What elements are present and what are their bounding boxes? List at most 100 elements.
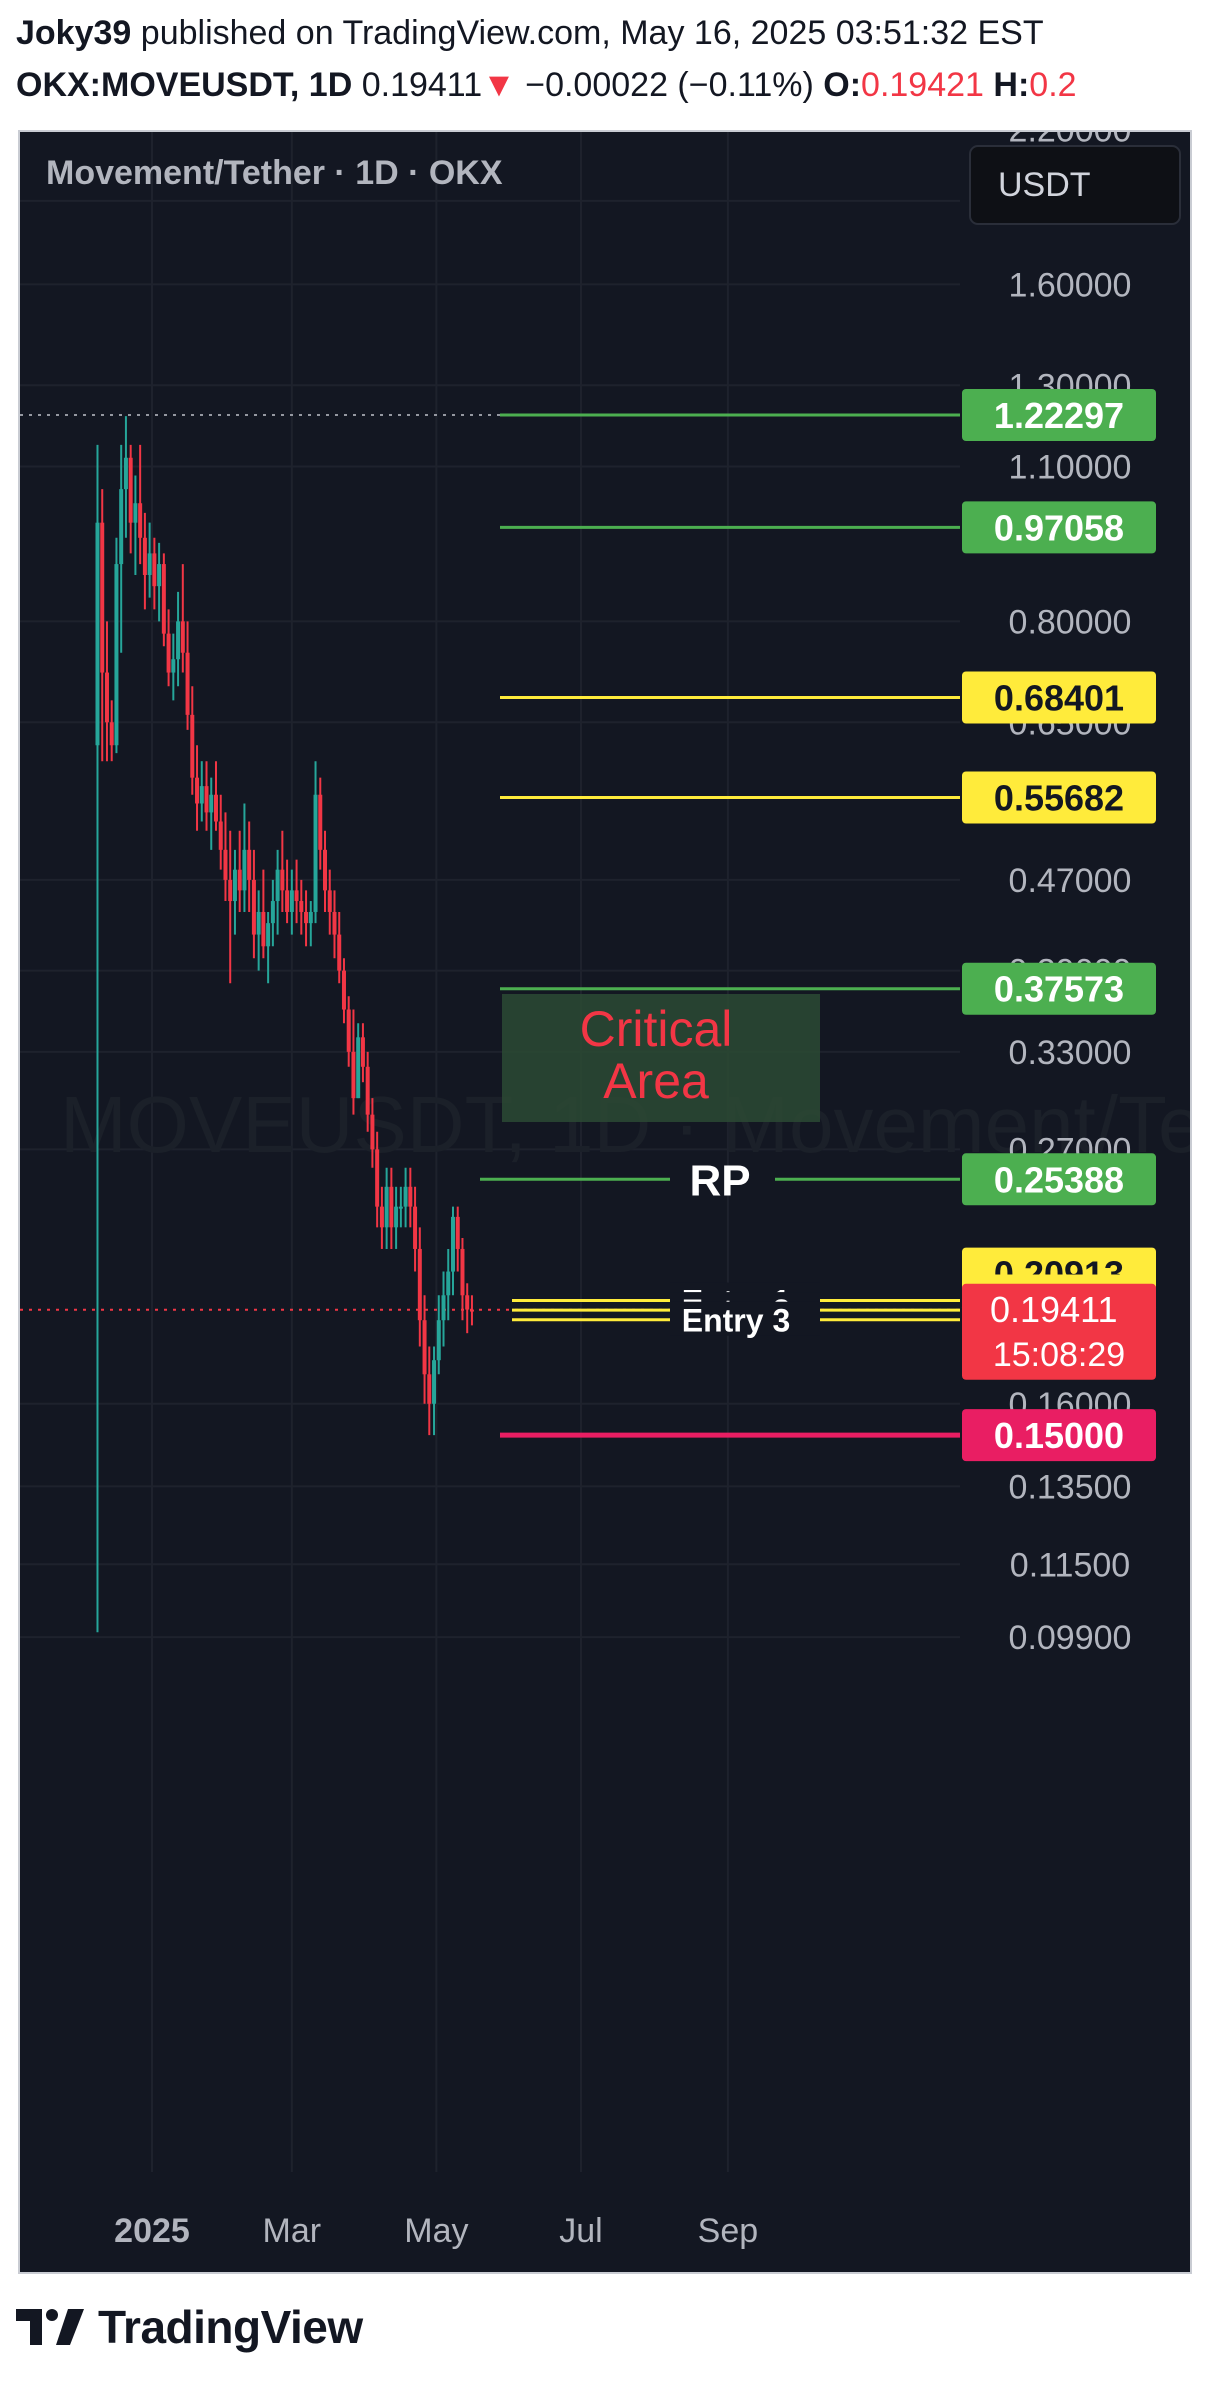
x-tick-label: Jul xyxy=(559,2212,602,2250)
candle-body xyxy=(251,879,256,935)
candle-body xyxy=(266,923,271,947)
candle-body xyxy=(422,1320,427,1375)
y-tick-label: 1.10000 xyxy=(1009,449,1132,487)
candle-body xyxy=(346,1009,351,1052)
candle-body xyxy=(247,849,252,880)
candle-body xyxy=(232,869,237,902)
chart-grid xyxy=(20,132,960,2172)
candle-body xyxy=(351,1051,356,1099)
price-chart[interactable]: MOVEUSDT, 1D · Movement/Tether Critical … xyxy=(20,132,1190,2272)
open-label: O: xyxy=(823,66,862,104)
candle-body xyxy=(379,1206,384,1228)
high-label: H: xyxy=(993,66,1030,104)
candle-body xyxy=(114,564,119,746)
candle-body xyxy=(256,911,261,935)
candle-body xyxy=(389,1186,394,1228)
y-tick-label: 0.09900 xyxy=(1009,1619,1132,1657)
tradingview-footer[interactable]: TradingView xyxy=(16,2300,363,2354)
candle-body xyxy=(166,633,171,673)
candle-body xyxy=(450,1216,455,1272)
candle-body xyxy=(313,794,318,912)
candle-body xyxy=(465,1295,470,1310)
candle-body xyxy=(157,564,162,587)
candle-body xyxy=(455,1216,460,1249)
y-tick-label: 1.60000 xyxy=(1009,266,1132,304)
x-tick-label: 2025 xyxy=(114,2212,190,2250)
candle-body xyxy=(365,1066,370,1115)
high-value: 0.2 xyxy=(1029,66,1077,104)
candle-body xyxy=(209,794,214,813)
candle-body xyxy=(360,1037,365,1067)
candle-body xyxy=(104,672,109,723)
candle-body xyxy=(109,722,114,746)
rp-label: RP xyxy=(689,1156,750,1205)
author-name[interactable]: Joky39 xyxy=(16,14,132,52)
candle-body xyxy=(323,849,328,891)
chart-frame[interactable]: MOVEUSDT, 1D · Movement/Tether Critical … xyxy=(18,130,1192,2274)
candle-body xyxy=(332,911,337,935)
candle-body xyxy=(142,537,147,575)
candle-body xyxy=(356,1037,361,1099)
candle-body xyxy=(294,890,299,902)
y-tick-label: 0.33000 xyxy=(1009,1034,1132,1072)
candle-body xyxy=(375,1149,380,1207)
critical-area-box xyxy=(502,994,820,1122)
candle-body xyxy=(304,911,309,924)
time-axis: 2025 Mar May Jul Sep xyxy=(114,2212,758,2250)
bar-countdown: 15:08:29 xyxy=(993,1336,1125,1374)
currency-button-label: USDT xyxy=(998,166,1091,204)
y-tick-label: 0.80000 xyxy=(1009,603,1132,641)
down-arrow-icon: ▼ xyxy=(482,66,516,104)
candle-body xyxy=(171,659,176,673)
candle-body xyxy=(441,1295,446,1321)
candle-body xyxy=(446,1271,451,1296)
candle-body xyxy=(185,652,190,715)
candle-body xyxy=(218,821,223,850)
y-tick-label: 0.13500 xyxy=(1009,1468,1132,1506)
candle-body xyxy=(408,1186,413,1207)
price-tag-bg xyxy=(962,1409,1156,1462)
currency-button-bg xyxy=(969,145,1181,225)
candle-body xyxy=(403,1186,408,1207)
price-tag-bg xyxy=(962,389,1156,441)
candle-body xyxy=(398,1206,403,1209)
publish-info: Joky39 published on TradingView.com, May… xyxy=(16,14,1044,53)
price-tag: 0.15000 xyxy=(994,1415,1124,1456)
candle-body xyxy=(394,1206,399,1228)
currency-button[interactable]: USDT xyxy=(969,145,1181,225)
candle-body xyxy=(123,457,128,490)
critical-area-label-2: Area xyxy=(603,1053,709,1109)
price-axis: 2.200001.900001.600001.300001.100000.800… xyxy=(962,132,1156,1657)
candle-body xyxy=(161,564,166,634)
candle-body xyxy=(261,911,266,947)
x-tick-label: May xyxy=(404,2212,468,2250)
price-tag: 0.25388 xyxy=(994,1159,1124,1200)
candle-body xyxy=(100,522,105,673)
candle-body xyxy=(341,970,346,1010)
price-tag: 0.37573 xyxy=(994,969,1124,1010)
x-tick-label: Mar xyxy=(263,2212,322,2250)
annotations: Entry 1Entry 2Entry 3 xyxy=(512,1282,960,1339)
candle-body xyxy=(138,503,143,538)
y-tick-label: 0.11500 xyxy=(1010,1546,1130,1584)
price-change: −0.00022 (−0.11%) xyxy=(525,66,814,104)
symbol-name: OKX:MOVEUSDT, 1D xyxy=(16,66,353,104)
critical-area-label-1: Critical xyxy=(580,1001,733,1057)
candle-body xyxy=(213,794,218,822)
current-price-tag-bg xyxy=(962,1283,1156,1380)
price-tag: 0.68401 xyxy=(994,677,1124,718)
candle-body xyxy=(427,1374,432,1404)
entry-label: Entry 3 xyxy=(682,1303,790,1339)
candles xyxy=(95,416,474,1633)
candle-body xyxy=(469,1309,474,1312)
candle-body xyxy=(270,901,275,924)
candle-body xyxy=(147,553,152,575)
open-value: 0.19421 xyxy=(861,66,984,104)
candle-body xyxy=(285,890,290,912)
candle-body xyxy=(460,1248,465,1296)
candle-body xyxy=(237,869,242,891)
chart-title: Movement/Tether · 1D · OKX xyxy=(46,154,503,192)
candle-body xyxy=(432,1360,437,1404)
price-tag-bg xyxy=(962,771,1156,824)
candle-body xyxy=(195,777,200,804)
